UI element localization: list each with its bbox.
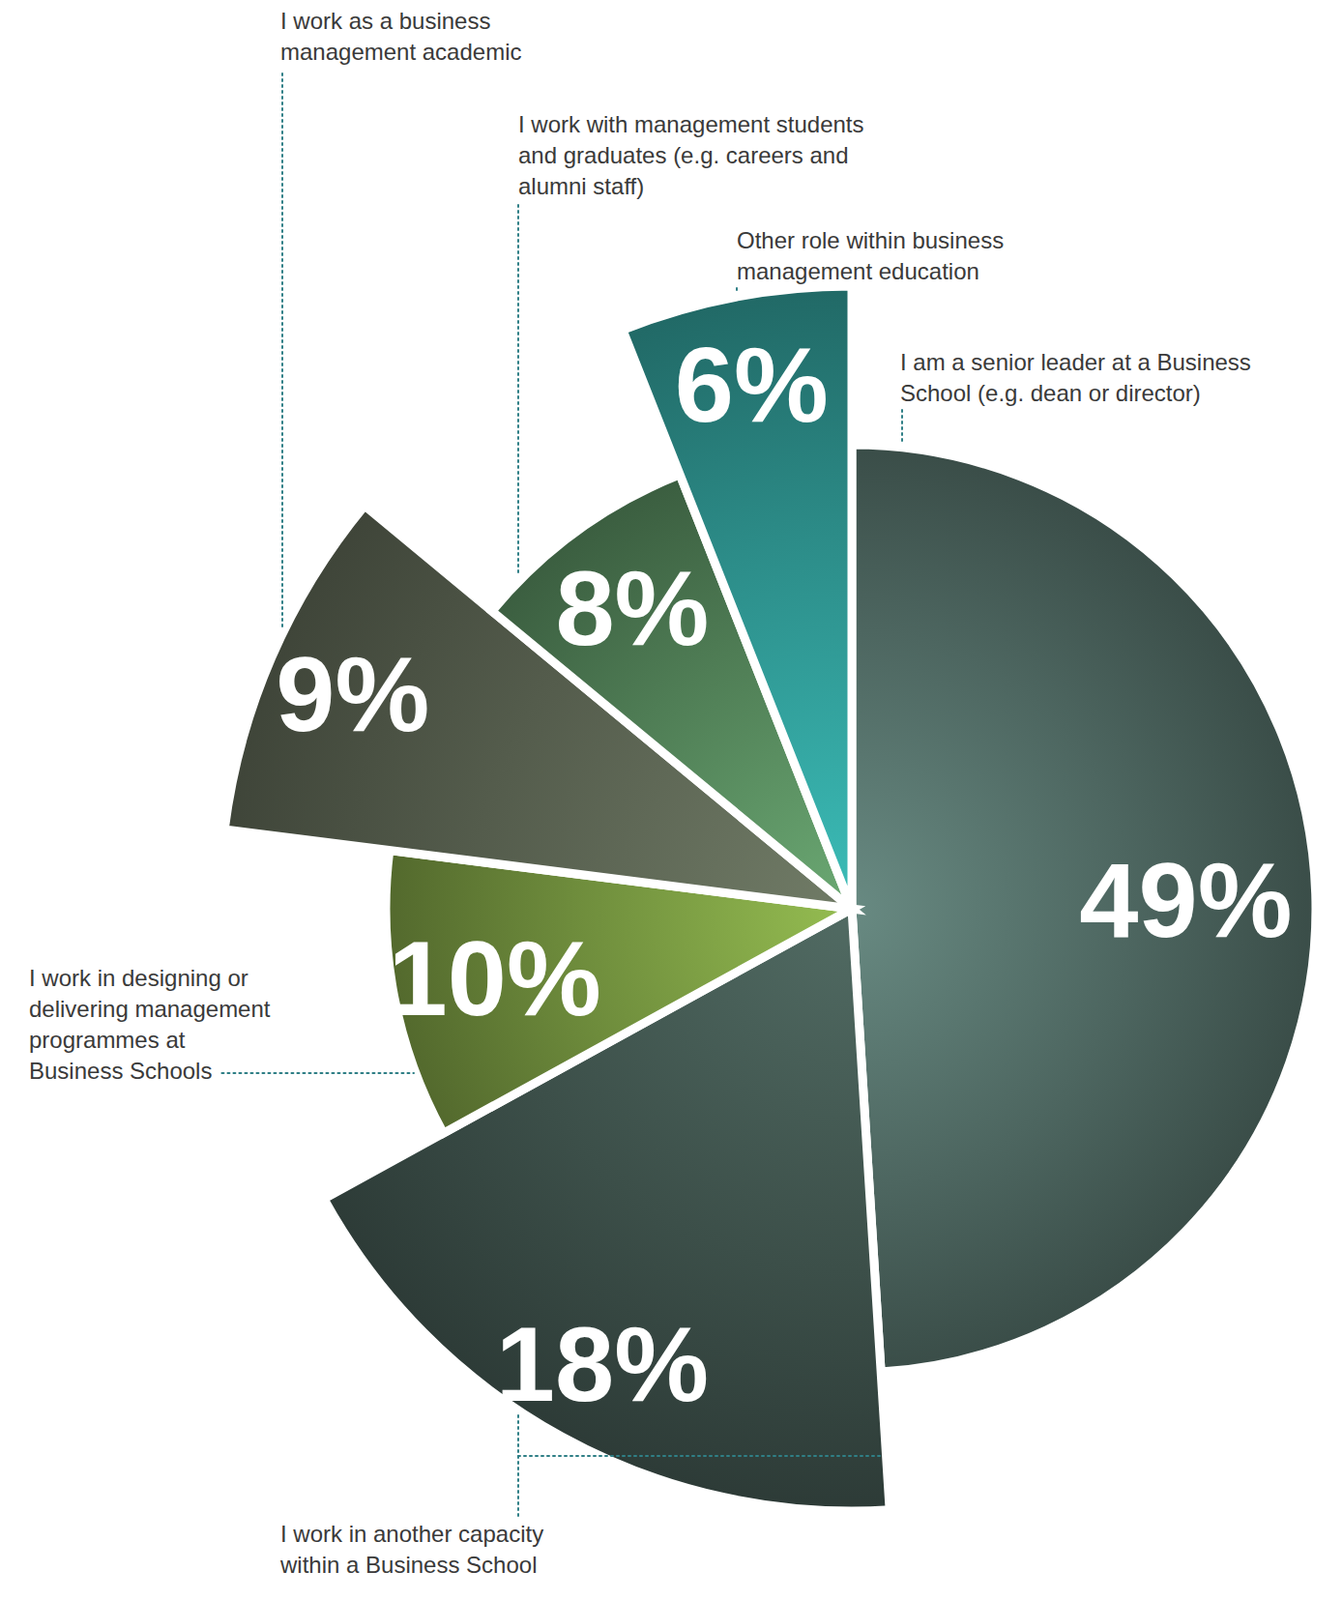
- value-label: 49%: [1079, 840, 1292, 960]
- leader-line: [517, 1415, 520, 1517]
- value-label: 18%: [496, 1304, 709, 1424]
- category-label: I am a senior leader at a BusinessSchool…: [900, 349, 1252, 407]
- callouts: I am a senior leader at a BusinessSchool…: [29, 7, 1252, 1578]
- category-label: I work as a businessmanagement academic: [280, 7, 522, 65]
- slices: [224, 286, 1316, 1512]
- category-label: I work in designing ordelivering managem…: [29, 964, 271, 1084]
- leader-line: [221, 1072, 414, 1075]
- category-label: Other role within businessmanagement edu…: [736, 227, 1004, 285]
- leader-line: [518, 1455, 884, 1458]
- leader-line: [735, 288, 738, 294]
- value-label: 6%: [674, 324, 829, 444]
- value-label: 10%: [388, 918, 602, 1038]
- leader-line: [901, 409, 904, 443]
- chart: 49% 18% 10% 9% 8% 6% I am a senior leader at a…: [0, 0, 1343, 1600]
- leader-line: [517, 204, 520, 577]
- data-labels: 49% 18% 10% 9% 8% 6%: [275, 324, 1292, 1425]
- category-label: I work with management studentsand gradu…: [518, 111, 865, 200]
- category-label: I work in another capacitywithin a Busin…: [279, 1520, 544, 1578]
- value-label: 8%: [554, 548, 709, 668]
- slice: [851, 444, 1316, 1373]
- leader-line: [281, 73, 284, 627]
- value-label: 9%: [275, 634, 430, 754]
